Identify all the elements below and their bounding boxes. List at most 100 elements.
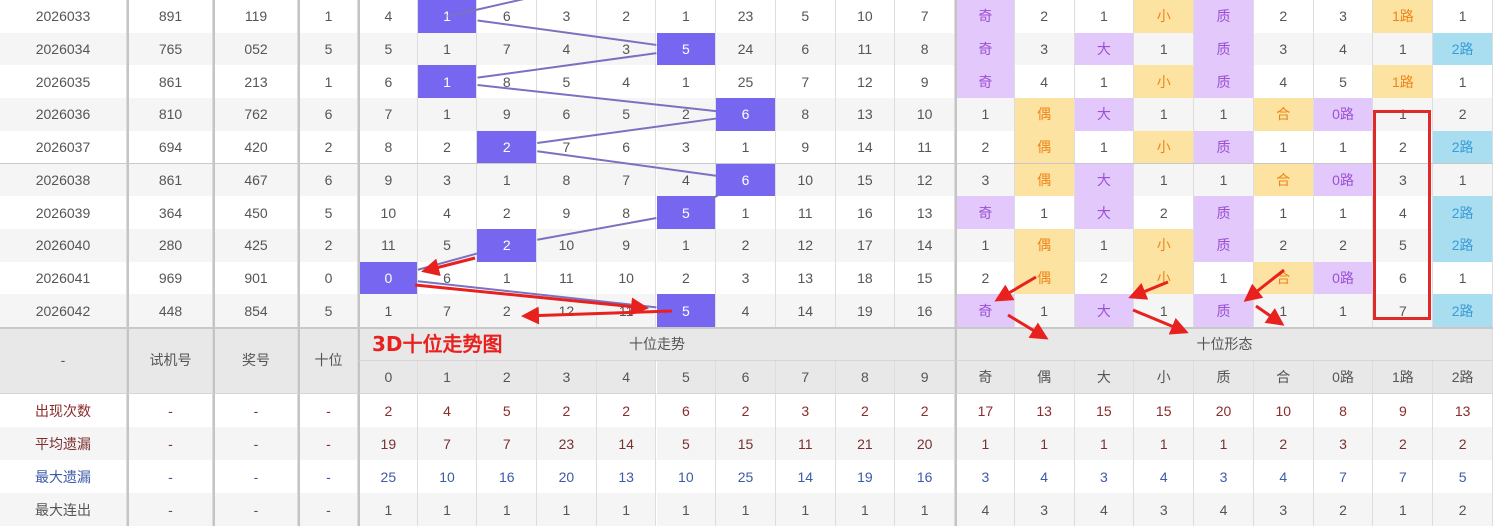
stat-value: 15: [1074, 394, 1135, 427]
shape-hit-cell: 质: [1194, 294, 1254, 327]
test-number-cell: 969: [127, 261, 213, 295]
shape-miss-cell: 5: [1373, 228, 1434, 262]
shape-miss-cell: 1: [1134, 294, 1195, 327]
shape-miss-cell: 1: [1433, 163, 1493, 197]
stat-placeholder: -: [127, 493, 213, 526]
shape-hit-cell: 大: [1074, 32, 1135, 66]
tens-digit-cell: 2: [298, 228, 358, 262]
trend-miss-cell: 10: [537, 228, 597, 262]
stat-value: 7: [1313, 460, 1374, 493]
trend-miss-cell: 9: [895, 65, 955, 99]
trend-hit-cell: 6: [716, 98, 776, 131]
stat-value: 9: [1373, 394, 1434, 427]
header-shape: 质: [1194, 361, 1254, 394]
stat-value: 4: [1134, 460, 1195, 493]
test-number-cell: 694: [127, 130, 213, 164]
stat-value: 19: [835, 460, 896, 493]
stat-value: 1: [1194, 427, 1254, 460]
shape-miss-cell: 3: [1253, 32, 1314, 66]
trend-miss-cell: 6: [596, 130, 657, 164]
shape-miss-cell: 2: [1074, 261, 1135, 295]
shape-miss-cell: 1: [1014, 294, 1075, 327]
stat-value: 13: [1014, 394, 1075, 427]
header-test-number: 试机号: [127, 327, 213, 394]
header-shape: 2路: [1433, 361, 1493, 394]
stat-value: 3: [1074, 460, 1135, 493]
tens-digit-cell: 6: [298, 98, 358, 131]
stat-value: 2: [537, 394, 597, 427]
trend-miss-cell: 10: [596, 261, 657, 295]
stat-value: 1: [477, 493, 538, 526]
stat-value: 23: [537, 427, 597, 460]
shape-miss-cell: 7: [1373, 294, 1434, 327]
shape-miss-cell: 1: [1313, 294, 1374, 327]
trend-miss-cell: 8: [477, 65, 538, 99]
shape-hit-cell: 0路: [1313, 261, 1374, 295]
stat-value: 2: [1433, 427, 1493, 460]
period-cell: 2026038: [0, 163, 127, 197]
tens-digit-cell: 1: [298, 0, 358, 33]
shape-hit-cell: 偶: [1014, 228, 1075, 262]
stat-value: 1: [955, 427, 1015, 460]
shape-hit-cell: 小: [1134, 228, 1195, 262]
shape-miss-cell: 1: [1433, 65, 1493, 99]
tens-digit-cell: 1: [298, 65, 358, 99]
period-cell: 2026035: [0, 65, 127, 99]
header-shape: 小: [1134, 361, 1195, 394]
stat-value: 8: [1313, 394, 1374, 427]
shape-miss-cell: 6: [1373, 261, 1434, 295]
trend-miss-cell: 6: [477, 0, 538, 33]
shape-miss-cell: 2: [1014, 0, 1075, 33]
stat-value: 16: [477, 460, 538, 493]
stat-value: 2: [1313, 493, 1374, 526]
stat-placeholder: -: [213, 427, 298, 460]
trend-miss-cell: 23: [716, 0, 776, 33]
shape-miss-cell: 1: [955, 98, 1015, 131]
trend-miss-cell: 6: [358, 65, 418, 99]
trend-miss-cell: 1: [656, 228, 717, 262]
stat-value: 3: [1194, 460, 1254, 493]
shape-miss-cell: 1: [1134, 32, 1195, 66]
shape-miss-cell: 1: [1194, 163, 1254, 197]
shape-hit-cell: 质: [1194, 0, 1254, 33]
header-shape: 偶: [1014, 361, 1075, 394]
stat-label: 最大遗漏: [0, 460, 127, 493]
stat-value: 14: [775, 460, 836, 493]
shape-miss-cell: 2: [1313, 228, 1374, 262]
annotation-highlight-box: [1373, 110, 1431, 320]
shape-hit-cell: 偶: [1014, 130, 1075, 164]
shape-hit-cell: 质: [1194, 32, 1254, 66]
test-number-cell: 364: [127, 196, 213, 229]
tens-digit-cell: 5: [298, 32, 358, 66]
stat-placeholder: -: [298, 460, 358, 493]
stat-value: 1: [716, 493, 776, 526]
stat-value: 13: [1433, 394, 1493, 427]
header-digit: 1: [417, 361, 478, 394]
header-shape-group: 十位形态: [955, 327, 1494, 361]
stat-placeholder: -: [127, 460, 213, 493]
trend-miss-cell: 1: [477, 163, 538, 197]
trend-miss-cell: 1: [716, 196, 776, 229]
shape-hit-cell: 1路: [1373, 0, 1434, 33]
trend-miss-cell: 4: [358, 0, 418, 33]
trend-miss-cell: 13: [835, 98, 896, 131]
trend-miss-cell: 6: [537, 98, 597, 131]
trend-miss-cell: 2: [417, 130, 478, 164]
shape-hit-cell: 小: [1134, 261, 1195, 295]
stat-value: 15: [1134, 394, 1195, 427]
shape-miss-cell: 3: [955, 163, 1015, 197]
shape-hit-cell: 2路: [1433, 196, 1493, 229]
shape-miss-cell: 1: [1074, 228, 1135, 262]
header-shape: 0路: [1313, 361, 1374, 394]
trend-miss-cell: 6: [775, 32, 836, 66]
trend-miss-cell: 1: [477, 261, 538, 295]
stat-value: 4: [1253, 460, 1314, 493]
trend-miss-cell: 5: [358, 32, 418, 66]
trend-miss-cell: 8: [596, 196, 657, 229]
shape-hit-cell: 大: [1074, 196, 1135, 229]
shape-hit-cell: 大: [1074, 98, 1135, 131]
trend-miss-cell: 1: [417, 32, 478, 66]
trend-miss-cell: 7: [477, 32, 538, 66]
shape-miss-cell: 4: [1253, 65, 1314, 99]
trend-hit-cell: 2: [477, 130, 538, 164]
